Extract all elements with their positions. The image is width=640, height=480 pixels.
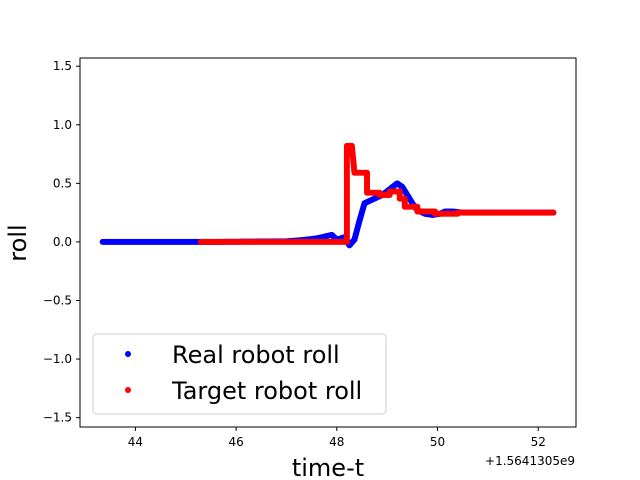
y-tick-label: −1.5 — [43, 411, 72, 425]
data-point — [550, 209, 557, 216]
y-tick-label: −1.0 — [43, 352, 72, 366]
axes: 44 46 48 50 52 −1.5 −1.0 −0.5 0.0 0.5 1.0 1.5 — [43, 57, 577, 449]
legend-marker-target — [125, 387, 131, 393]
y-tick-label: 0.0 — [53, 235, 72, 249]
x-tick-label: 50 — [430, 435, 445, 449]
y-tick-label: 1.5 — [53, 59, 72, 73]
y-tick-label: −0.5 — [43, 293, 72, 307]
plot-frame — [79, 57, 577, 428]
y-tick-label: 0.5 — [53, 176, 72, 190]
legend-box — [92, 333, 387, 415]
y-axis-title: roll — [4, 224, 32, 261]
x-tick-label: 48 — [329, 435, 344, 449]
x-tick-label: 46 — [228, 435, 243, 449]
x-axis-title: time-t — [292, 454, 364, 480]
x-offset-label: +1.5641305e9 — [485, 454, 575, 468]
legend-marker-real — [125, 351, 131, 357]
x-tick-label: 52 — [531, 435, 546, 449]
plot-marks — [99, 142, 557, 249]
series-target — [197, 142, 557, 245]
legend-label-real: Real robot roll — [172, 341, 340, 369]
legend-label-target: Target robot roll — [171, 377, 362, 405]
y-tick-label: 1.0 — [53, 118, 72, 132]
x-tick-label: 44 — [128, 435, 143, 449]
legend: Real robot roll Target robot roll — [92, 333, 387, 415]
